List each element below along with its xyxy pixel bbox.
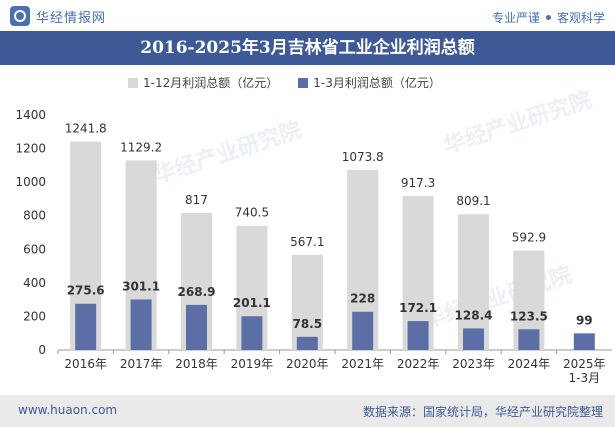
bar-series1 (291, 254, 323, 350)
x-tick-label: 2025年 1-3月 (563, 357, 606, 385)
x-tick-label: 2017年 (120, 357, 163, 371)
data-label-series2: 268.9 (178, 285, 216, 299)
logo-icon (10, 6, 30, 26)
bar-series2 (130, 299, 152, 350)
brand: 华经情报网 (10, 6, 106, 26)
data-label-series2: 228 (350, 292, 375, 306)
legend-item-series2: 1-3月利润总额（亿元） (298, 74, 441, 91)
top-bar: 华经情报网 专业严谨 客观科学 (0, 0, 615, 31)
bar-series2 (241, 316, 263, 350)
data-label-series1: 1241.8 (65, 122, 107, 136)
legend-swatch-series2 (298, 77, 309, 88)
legend-swatch-series1 (128, 77, 138, 88)
y-tick-label: 1000 (15, 175, 46, 189)
bar-series2 (573, 333, 595, 350)
legend-item-series1: 1-12月利润总额（亿元） (128, 74, 278, 91)
legend-label-series1: 1-12月利润总额（亿元） (143, 76, 279, 90)
bar-series2 (463, 328, 484, 350)
bullet-icon (545, 15, 551, 20)
data-label-series2: 172.1 (399, 301, 437, 315)
data-label-series2: 275.6 (67, 284, 105, 298)
site-url: www.huaon.com (18, 403, 118, 417)
x-tick-label: 2019年 (231, 357, 274, 371)
data-label-series1: 1129.2 (120, 140, 162, 154)
tagline: 专业严谨 客观科学 (492, 9, 605, 26)
data-label-series2: 301.1 (122, 279, 160, 293)
bar-series2 (186, 304, 207, 350)
data-source: 数据来源：国家统计局，华经产业研究院整理 (362, 405, 603, 419)
chart-legend: 1-12月利润总额（亿元） 1-3月利润总额（亿元） (128, 74, 441, 91)
x-tick-label: 2020年 (286, 357, 329, 371)
data-label-series2: 201.1 (233, 296, 271, 310)
bar-series2 (75, 303, 97, 350)
y-tick-label: 1400 (15, 108, 46, 122)
data-label-series1: 592.9 (512, 230, 546, 244)
data-label-series2: 128.4 (455, 308, 493, 322)
x-tick-label: 2022年 (397, 357, 440, 371)
y-tick-label: 800 (23, 209, 46, 223)
legend-label-series2: 1-3月利润总额（亿元） (313, 76, 441, 90)
data-label-series1: 1073.8 (342, 150, 384, 164)
data-label-series2: 123.5 (510, 309, 548, 323)
data-label-series2: 99 (576, 313, 593, 327)
brand-name: 华经情报网 (36, 10, 107, 26)
data-label-series1: 917.3 (401, 176, 435, 190)
y-tick-label: 1200 (15, 142, 46, 156)
x-tick-label: 2021年 (341, 357, 384, 371)
bar-series2 (352, 311, 374, 350)
data-label-series1: 567.1 (290, 235, 324, 249)
tagline-right: 客观科学 (556, 11, 605, 25)
data-label-series2: 78.5 (292, 317, 322, 331)
x-tick-label: 2018年 (175, 357, 218, 371)
bar-chart: 0 200 400 600 800 1000 1200 1400 1241.8 275.6 2016… (15, 108, 612, 385)
x-tick-label: 2023年 (452, 357, 495, 371)
bar-series2 (407, 321, 429, 350)
bar-series1 (458, 214, 489, 350)
bar-series2 (518, 329, 540, 350)
title-bar: 2016-2025年3月吉林省工业企业利润总额 (0, 31, 615, 65)
y-tick-label: 600 (23, 242, 46, 256)
footer: www.huaon.com 数据来源：国家统计局，华经产业研究院整理 (0, 395, 615, 427)
tagline-left: 专业严谨 (491, 11, 540, 25)
x-tick-label: 2024年 (508, 357, 551, 371)
y-tick-label: 400 (23, 276, 46, 290)
y-tick-label: 0 (38, 343, 46, 357)
data-label-series1: 817 (185, 193, 208, 207)
x-tick-label: 2016年 (64, 357, 107, 371)
data-label-series1: 809.1 (456, 194, 490, 208)
chart-title: 2016-2025年3月吉林省工业企业利润总额 (140, 38, 475, 58)
data-label-series1: 740.5 (235, 206, 269, 220)
y-tick-label: 200 (23, 309, 46, 323)
bar-series2 (296, 336, 318, 350)
